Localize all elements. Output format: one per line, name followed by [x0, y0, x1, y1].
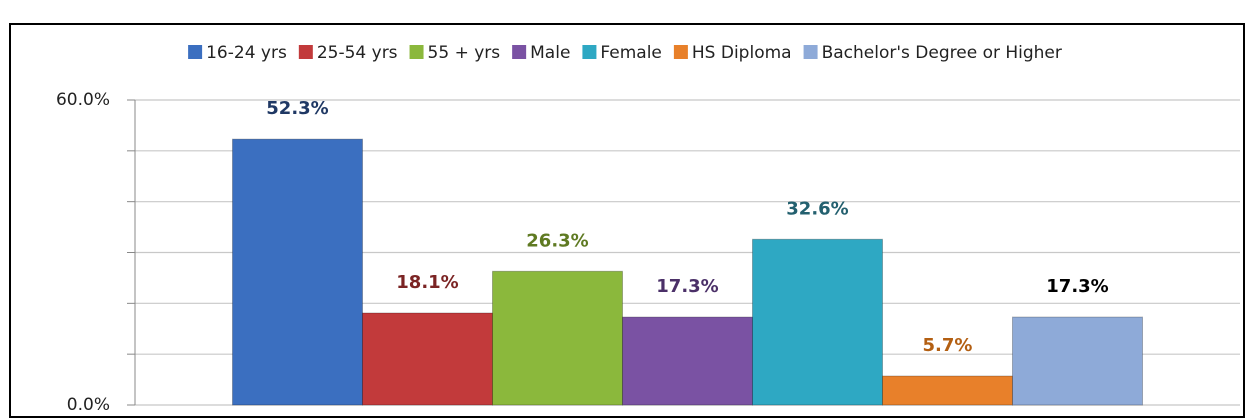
value-label: 18.1% — [396, 272, 458, 293]
bar — [362, 312, 493, 406]
legend-label: 25-54 yrs — [317, 43, 398, 63]
bar — [1012, 316, 1143, 406]
value-label: 32.6% — [786, 198, 848, 219]
y-tick-label: 0.0% — [67, 395, 110, 415]
legend-label: 16-24 yrs — [206, 43, 287, 63]
value-label: 26.3% — [526, 230, 588, 251]
y-tick-label: 60.0% — [56, 90, 110, 110]
legend-label: HS Diploma — [692, 43, 792, 63]
bar — [232, 138, 363, 406]
legend-swatch — [409, 45, 424, 59]
bar — [492, 270, 623, 406]
legend-label: Male — [530, 43, 570, 63]
legend-swatch — [803, 45, 818, 59]
value-label: 17.3% — [656, 276, 718, 297]
value-label: 17.3% — [1046, 276, 1108, 297]
bar — [752, 238, 883, 406]
legend-label: Female — [600, 43, 661, 63]
value-label: 5.7% — [923, 335, 973, 356]
bar — [882, 375, 1013, 406]
legend-swatch — [673, 45, 688, 59]
legend-swatch — [582, 45, 597, 59]
value-label: 52.3% — [266, 98, 328, 119]
bar — [622, 316, 753, 406]
legend-swatch — [298, 45, 313, 59]
legend-label: 55 + yrs — [428, 43, 501, 63]
legend-swatch — [188, 45, 203, 59]
legend-swatch — [512, 45, 527, 59]
legend-label: Bachelor's Degree or Higher — [822, 43, 1062, 63]
